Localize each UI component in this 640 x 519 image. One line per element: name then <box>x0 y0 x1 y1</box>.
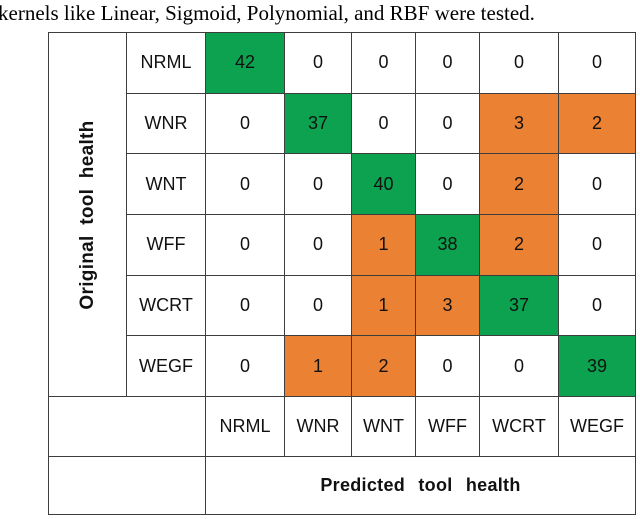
matrix-cell-1-3: 0 <box>415 92 480 155</box>
empty-corner-cell-2 <box>48 456 206 516</box>
row-label-wnt: WNT <box>126 153 206 216</box>
y-axis-label: Original tool health <box>76 120 98 310</box>
matrix-cell-0-4: 0 <box>479 32 559 94</box>
matrix-cell-3-1: 0 <box>284 214 352 276</box>
matrix-cell-3-4: 2 <box>479 214 559 276</box>
x-axis-label-row: Predicted tool health <box>48 456 636 516</box>
y-axis-label-cell: Original tool health <box>48 31 127 398</box>
matrix-cell-0-1: 0 <box>284 32 352 94</box>
matrix-cell-2-3: 0 <box>415 153 480 216</box>
matrix-row-wegf: WEGF 0 1 2 0 0 39 <box>49 335 636 398</box>
col-label-wnr: WNR <box>284 396 352 458</box>
matrix-cell-1-4: 3 <box>479 92 559 155</box>
col-label-wegf: WEGF <box>558 396 636 458</box>
matrix-cell-3-3: 38 <box>415 214 480 276</box>
matrix-cell-1-2: 0 <box>351 92 416 155</box>
matrix-row-nrml: Original tool health NRML 42 0 0 0 0 0 <box>48 31 636 398</box>
matrix-cell-5-2: 2 <box>351 335 416 398</box>
col-label-nrml: NRML <box>205 396 285 458</box>
matrix-cell-4-2: 1 <box>351 274 416 337</box>
confusion-matrix-table: Original tool health NRML 42 0 0 0 0 0 WNR 0 37 0 0 3… <box>48 31 636 516</box>
matrix-cell-2-2: 40 <box>351 153 416 216</box>
matrix-cell-2-5: 0 <box>558 153 636 216</box>
matrix-cell-4-1: 0 <box>284 274 352 337</box>
caption-text: kernels like Linear, Sigmoid, Polynomial… <box>0 1 535 25</box>
matrix-cell-0-5: 0 <box>558 32 636 94</box>
col-label-wff: WFF <box>415 396 480 458</box>
matrix-cell-5-4: 0 <box>479 335 559 398</box>
matrix-cell-5-0: 0 <box>205 335 285 398</box>
matrix-cell-3-2: 1 <box>351 214 416 276</box>
matrix-row-wnr: WNR 0 37 0 0 3 2 <box>49 92 636 155</box>
matrix-cell-2-0: 0 <box>205 153 285 216</box>
row-label-wcrt: WCRT <box>126 274 206 337</box>
matrix-cell-1-5: 2 <box>558 92 636 155</box>
matrix-cell-1-0: 0 <box>205 92 285 155</box>
x-axis-label: Predicted tool health <box>205 456 636 516</box>
matrix-cell-1-1: 37 <box>284 92 352 155</box>
matrix-cell-3-5: 0 <box>558 214 636 276</box>
matrix-cell-5-5: 39 <box>558 335 636 398</box>
row-label-wff: WFF <box>126 214 206 276</box>
matrix-row-wcrt: WCRT 0 0 1 3 37 0 <box>49 274 636 337</box>
row-label-nrml: NRML <box>126 32 206 94</box>
col-header-row: NRML WNR WNT WFF WCRT WEGF <box>48 396 636 458</box>
matrix-cell-0-0: 42 <box>205 32 285 94</box>
empty-corner-cell <box>48 396 206 458</box>
col-label-wcrt: WCRT <box>479 396 559 458</box>
matrix-cell-4-3: 3 <box>415 274 480 337</box>
matrix-row-wff: WFF 0 0 1 38 2 0 <box>49 214 636 276</box>
matrix-cell-2-1: 0 <box>284 153 352 216</box>
matrix-cell-4-5: 0 <box>558 274 636 337</box>
matrix-cell-0-2: 0 <box>351 32 416 94</box>
matrix-cell-2-4: 2 <box>479 153 559 216</box>
matrix-cell-3-0: 0 <box>205 214 285 276</box>
matrix-cell-5-1: 1 <box>284 335 352 398</box>
row-label-wegf: WEGF <box>126 335 206 398</box>
matrix-row-wnt: WNT 0 0 40 0 2 0 <box>49 153 636 216</box>
matrix-cell-4-4: 37 <box>479 274 559 337</box>
matrix-cell-0-3: 0 <box>415 32 480 94</box>
matrix-cell-5-3: 0 <box>415 335 480 398</box>
matrix-cell-4-0: 0 <box>205 274 285 337</box>
row-label-wnr: WNR <box>126 92 206 155</box>
col-label-wnt: WNT <box>351 396 416 458</box>
